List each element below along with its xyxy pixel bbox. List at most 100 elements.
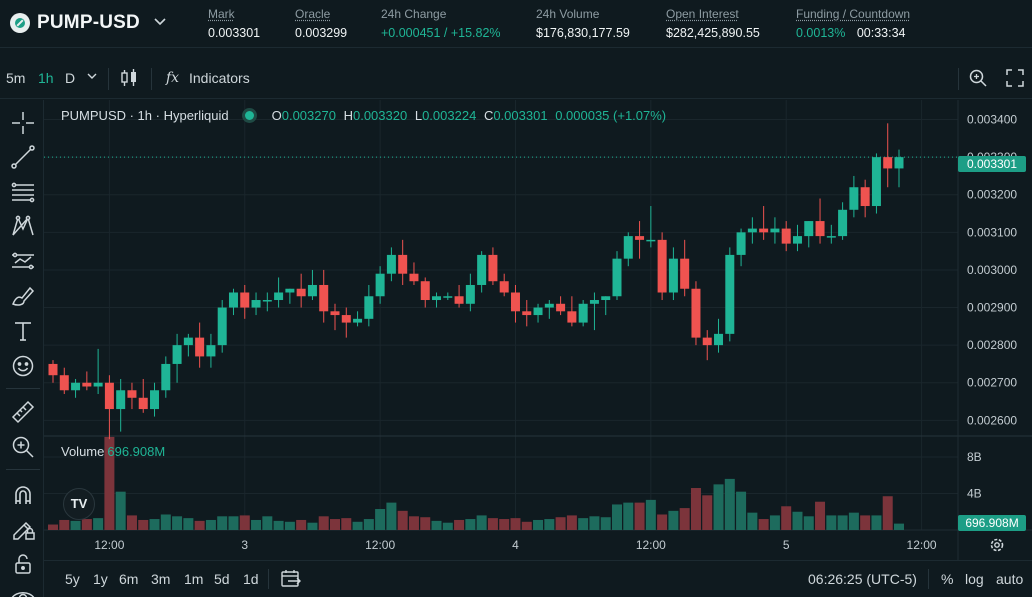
volume-bar <box>363 519 374 530</box>
tradingview-logo[interactable]: TV <box>63 488 95 520</box>
settings-gear-icon[interactable] <box>990 538 1004 552</box>
volume-bar <box>81 519 92 530</box>
candle-body <box>228 292 238 308</box>
interval-d[interactable]: D <box>65 70 76 86</box>
candle-type-icon[interactable] <box>120 68 138 91</box>
volume-bar <box>172 516 183 530</box>
volume-bar <box>645 499 656 530</box>
volume-bar <box>679 508 690 530</box>
volume-axis-tick: 8B <box>967 450 982 464</box>
volume-bar <box>239 515 250 530</box>
auto-scale-toggle[interactable]: auto <box>996 571 1024 587</box>
candle-body <box>894 157 904 169</box>
text-icon[interactable] <box>10 318 36 344</box>
candle-body <box>657 239 667 293</box>
funding-rate: 0.0013% <box>796 26 846 40</box>
range-6m[interactable]: 6m <box>119 571 139 587</box>
volume-bar <box>217 516 228 530</box>
interval-chevron-icon[interactable] <box>86 69 98 86</box>
eye-icon[interactable] <box>10 585 36 597</box>
volume-bar <box>510 518 521 530</box>
utc-clock[interactable]: 06:26:25 (UTC-5) <box>808 571 917 587</box>
legend-h-label: H <box>343 108 353 123</box>
candle-body <box>443 296 453 298</box>
search-zoom-icon[interactable] <box>968 68 988 91</box>
legend-title: PUMPUSD · 1h · Hyperliquid <box>61 108 229 123</box>
volume-bar <box>882 496 893 530</box>
volume-bar <box>420 517 431 530</box>
magnet-icon[interactable] <box>10 482 36 508</box>
fullscreen-icon[interactable] <box>1005 68 1025 91</box>
candle-body <box>398 254 408 274</box>
zoom-in-icon[interactable] <box>10 434 36 460</box>
market-pair-title[interactable]: PUMP-USD <box>37 12 140 33</box>
candle-body <box>138 397 148 410</box>
volume-bar <box>634 502 645 530</box>
volume-bar <box>781 506 792 530</box>
volume-bar <box>894 523 904 530</box>
volume-bar <box>758 519 769 530</box>
candle-body <box>612 258 622 297</box>
range-1m[interactable]: 1m <box>184 571 204 587</box>
fib-icon[interactable] <box>10 179 36 205</box>
volume-bar <box>544 519 555 530</box>
crosshair-icon[interactable] <box>10 110 36 136</box>
chevron-down-icon[interactable] <box>152 13 168 33</box>
indicators-fx-icon[interactable]: fx <box>166 70 180 86</box>
current-volume-tag: 696.908M <box>958 515 1026 531</box>
range-5y[interactable]: 5y <box>65 571 80 587</box>
coin-logo-icon <box>10 13 30 33</box>
volume-bar <box>70 520 81 530</box>
volume-bar <box>499 519 510 530</box>
volume-bar <box>296 519 307 530</box>
volume-bar <box>476 515 487 530</box>
forecast-icon[interactable] <box>10 248 36 274</box>
date-range-calendar-icon[interactable] <box>280 568 302 593</box>
volume-bar <box>612 504 622 530</box>
lock-icon[interactable] <box>10 551 36 577</box>
stat-value: 0.003301 <box>208 26 261 40</box>
range-1y[interactable]: 1y <box>93 571 108 587</box>
range-5d[interactable]: 5d <box>214 571 230 587</box>
interval-1h[interactable]: 1h <box>38 70 54 86</box>
legend-l-label: L <box>414 108 423 123</box>
trendline-icon[interactable] <box>10 144 36 170</box>
percent-scale-toggle[interactable]: % <box>941 571 954 587</box>
brush-icon[interactable] <box>10 283 36 309</box>
candle-body <box>646 239 656 242</box>
indicators-button[interactable]: Indicators <box>189 70 250 86</box>
log-scale-toggle[interactable]: log <box>965 571 984 587</box>
stat-label[interactable]: Mark <box>208 7 235 21</box>
volume-bar <box>160 514 171 530</box>
price-chart[interactable]: 0.0034000.0033000.0032000.0031000.003000… <box>44 100 1032 560</box>
ohlc-legend: PUMPUSD · 1h · Hyperliquid O0.003270 H0.0… <box>61 108 666 123</box>
legend-high: 0.003320 <box>352 108 408 123</box>
volume-bar <box>769 515 780 530</box>
volume-bar <box>657 514 668 530</box>
volume-bar <box>330 519 340 530</box>
stat-label[interactable]: Funding / Countdown <box>796 7 911 21</box>
chart-toolbar: 5m 1h D fx Indicators <box>0 62 1032 96</box>
emoji-icon[interactable] <box>10 353 36 379</box>
candle-body <box>274 292 284 301</box>
lock-pencil-icon[interactable] <box>10 516 36 542</box>
drawing-tools-sidebar <box>0 100 44 597</box>
candle-body <box>330 311 340 316</box>
candle-body <box>623 236 633 259</box>
interval-5m[interactable]: 5m <box>6 70 26 86</box>
range-1d[interactable]: 1d <box>243 571 259 587</box>
stat-label[interactable]: Oracle <box>295 7 331 21</box>
candle-body <box>838 209 848 237</box>
candle-body <box>127 390 137 398</box>
candle-body <box>409 273 419 282</box>
ruler-icon[interactable] <box>10 399 36 425</box>
funding-countdown: 00:33:34 <box>856 26 906 40</box>
volume-bar <box>126 515 137 530</box>
range-3m[interactable]: 3m <box>151 571 171 587</box>
stat-label[interactable]: Open Interest <box>666 7 739 21</box>
candle-body <box>71 382 81 391</box>
volume-bar <box>871 515 882 530</box>
pattern-icon[interactable] <box>10 213 36 239</box>
volume-bar <box>566 515 577 530</box>
candle-body <box>691 288 701 338</box>
